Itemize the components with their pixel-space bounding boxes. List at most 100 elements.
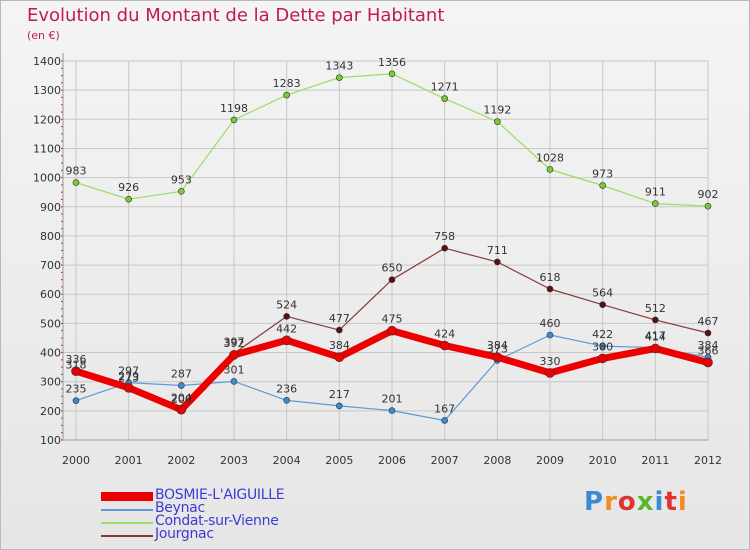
data-label: 366 — [698, 344, 719, 357]
x-tick-label: 2001 — [115, 454, 143, 467]
data-label: 384 — [329, 339, 350, 352]
data-point — [283, 91, 290, 99]
data-label: 711 — [487, 244, 508, 257]
data-point — [599, 342, 606, 350]
data-point — [546, 331, 554, 339]
data-point — [72, 179, 80, 186]
data-point — [283, 313, 290, 320]
data-label: 384 — [487, 339, 508, 352]
legend-label: Condat-sur-Vienne — [155, 513, 279, 529]
data-label: 618 — [540, 271, 561, 284]
data-point — [388, 70, 396, 78]
data-point — [494, 258, 501, 266]
x-tick-label: 2007 — [431, 454, 459, 467]
legend-swatch — [101, 522, 153, 524]
legend-label: Jourgnac — [155, 526, 214, 542]
y-tick-label: 1100 — [33, 142, 61, 155]
data-label: 201 — [382, 393, 403, 406]
data-point — [441, 417, 448, 424]
data-label: 373 — [487, 342, 508, 355]
data-point — [704, 202, 712, 210]
data-point — [387, 325, 397, 336]
x-tick-label: 2012 — [694, 454, 722, 467]
data-label: 217 — [329, 388, 350, 401]
data-point — [334, 352, 345, 363]
data-label: 512 — [645, 302, 666, 315]
data-label: 926 — [118, 181, 139, 194]
data-label: 983 — [66, 165, 87, 178]
data-point — [336, 326, 343, 334]
data-label: 477 — [329, 312, 350, 325]
data-label: 330 — [540, 355, 561, 368]
data-point — [123, 383, 134, 393]
data-point — [650, 343, 661, 354]
y-tick-label: 1200 — [33, 113, 61, 126]
data-point — [388, 276, 396, 283]
data-label: 414 — [645, 330, 666, 343]
data-point — [176, 404, 187, 415]
legend-label: BOSMIE-L'AIGUILLE — [155, 487, 285, 503]
data-label: 1356 — [378, 56, 406, 69]
data-point — [178, 188, 185, 195]
x-tick-label: 2000 — [62, 454, 90, 467]
data-point — [71, 366, 81, 376]
x-tick-label: 2008 — [483, 454, 511, 467]
data-point — [652, 200, 659, 207]
y-tick-label: 500 — [40, 317, 61, 330]
data-label: 442 — [276, 322, 297, 335]
data-point — [336, 402, 343, 410]
y-tick-label: 600 — [40, 288, 61, 301]
data-point — [336, 74, 343, 81]
data-label: 279 — [118, 370, 139, 383]
x-tick-label: 2005 — [325, 454, 353, 467]
series-line — [233, 247, 709, 354]
data-label: 475 — [382, 313, 403, 326]
data-point — [388, 407, 396, 414]
data-label: 273 — [118, 372, 139, 385]
data-label: 204 — [171, 392, 192, 405]
data-point — [492, 352, 503, 363]
data-point — [546, 166, 554, 173]
data-point — [494, 118, 501, 125]
y-tick-label: 900 — [40, 201, 61, 214]
y-tick-label: 100 — [40, 434, 61, 447]
data-point — [441, 95, 448, 102]
x-tick-label: 2006 — [378, 454, 406, 467]
data-point — [230, 378, 238, 385]
data-label: 953 — [171, 173, 192, 186]
y-tick-label: 800 — [40, 230, 61, 243]
x-tick-label: 2004 — [273, 454, 301, 467]
data-label: 301 — [224, 363, 245, 376]
data-label: 973 — [592, 167, 613, 180]
y-tick-label: 300 — [40, 376, 61, 389]
data-label: 417 — [645, 330, 666, 343]
data-label: 424 — [434, 328, 455, 341]
x-tick-label: 2002 — [167, 454, 195, 467]
data-point — [72, 397, 80, 404]
data-point — [599, 301, 606, 309]
data-label: 467 — [698, 315, 719, 328]
legend-swatch — [101, 535, 153, 537]
y-tick-label: 1400 — [33, 55, 61, 68]
data-point — [597, 353, 608, 364]
data-point — [703, 357, 713, 368]
legend-label: Beynac — [155, 500, 205, 516]
data-label: 287 — [171, 367, 192, 380]
data-point — [546, 285, 554, 293]
data-label: 758 — [434, 230, 455, 243]
data-label: 650 — [382, 262, 403, 275]
data-label: 1283 — [273, 77, 301, 90]
data-point — [545, 368, 555, 378]
data-point — [125, 195, 132, 203]
legend-swatch — [101, 492, 153, 501]
x-tick-label: 2009 — [536, 454, 564, 467]
data-label: 1192 — [483, 104, 511, 117]
data-point — [704, 329, 712, 337]
data-label: 336 — [66, 353, 87, 366]
x-tick-label: 2011 — [641, 454, 669, 467]
data-label: 392 — [224, 337, 245, 350]
y-tick-label: 200 — [40, 405, 61, 418]
data-point — [652, 316, 659, 324]
data-label: 422 — [592, 328, 613, 341]
